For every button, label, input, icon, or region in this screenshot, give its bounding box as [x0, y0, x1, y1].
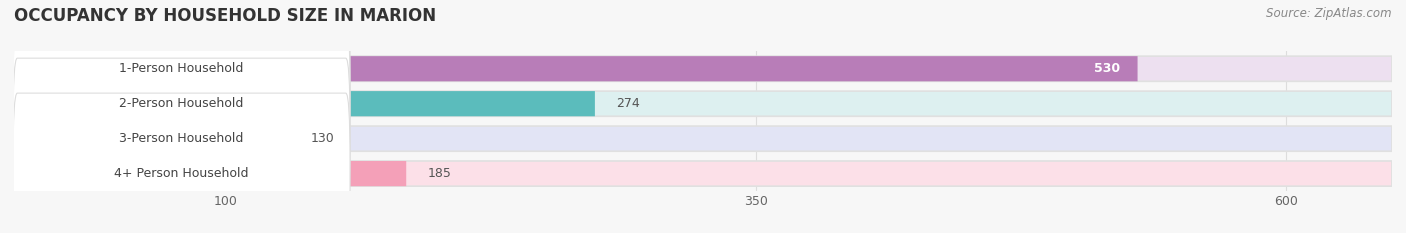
FancyBboxPatch shape	[13, 58, 350, 219]
Text: 530: 530	[1094, 62, 1121, 75]
Text: 185: 185	[427, 167, 451, 180]
FancyBboxPatch shape	[13, 0, 350, 149]
Text: 274: 274	[616, 97, 640, 110]
Text: 2-Person Household: 2-Person Household	[120, 97, 243, 110]
FancyBboxPatch shape	[13, 93, 350, 233]
Text: 3-Person Household: 3-Person Household	[120, 132, 243, 145]
FancyBboxPatch shape	[14, 91, 595, 116]
Text: 4+ Person Household: 4+ Person Household	[114, 167, 249, 180]
FancyBboxPatch shape	[14, 56, 1137, 81]
Text: 1-Person Household: 1-Person Household	[120, 62, 243, 75]
Text: OCCUPANCY BY HOUSEHOLD SIZE IN MARION: OCCUPANCY BY HOUSEHOLD SIZE IN MARION	[14, 7, 436, 25]
FancyBboxPatch shape	[14, 126, 290, 151]
FancyBboxPatch shape	[14, 91, 1392, 116]
FancyBboxPatch shape	[14, 161, 406, 186]
Text: 130: 130	[311, 132, 335, 145]
FancyBboxPatch shape	[14, 161, 1392, 186]
FancyBboxPatch shape	[13, 23, 350, 184]
Text: Source: ZipAtlas.com: Source: ZipAtlas.com	[1267, 7, 1392, 20]
FancyBboxPatch shape	[14, 56, 1392, 81]
FancyBboxPatch shape	[14, 126, 1392, 151]
